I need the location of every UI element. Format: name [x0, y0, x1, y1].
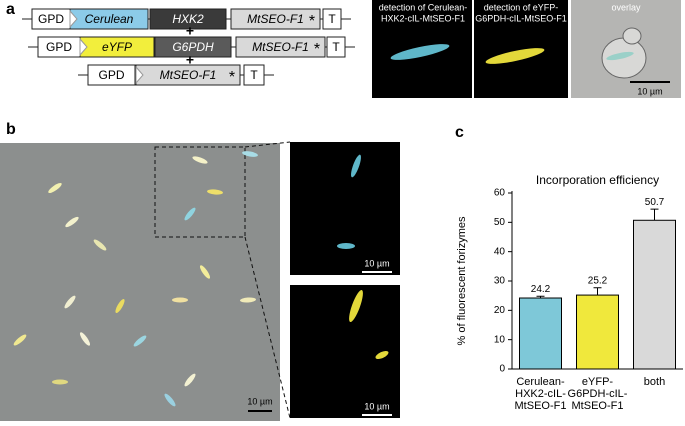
rod [240, 297, 256, 303]
construct-label: MtSEO-F1 [160, 68, 217, 82]
construct-label: Cerulean [85, 12, 134, 26]
construct-label: GPD [98, 68, 124, 82]
bar [576, 294, 619, 370]
construct-label: GPD [38, 12, 64, 26]
promoter-arrow [135, 65, 144, 85]
construct-label: MtSEO-F1 [247, 12, 304, 26]
construct-label: eYFP [102, 40, 132, 54]
value-label: 25.2 [588, 275, 608, 286]
rod [65, 216, 79, 228]
rod [351, 154, 361, 178]
rod [337, 243, 355, 249]
rod [13, 334, 27, 346]
rod [93, 239, 107, 251]
rod [184, 207, 196, 221]
panel-label: b [6, 121, 16, 138]
panel-label: c [455, 124, 464, 141]
scale-bar-label: 10 µm [637, 86, 662, 96]
rod [375, 350, 389, 360]
construct-label: T [328, 12, 336, 26]
zoom-line [244, 236, 291, 419]
star: * [314, 41, 320, 58]
rod [184, 373, 196, 387]
rod [199, 265, 211, 279]
construct-label: T [250, 68, 258, 82]
star: * [309, 13, 315, 30]
yeast-bud [622, 27, 642, 45]
zoom-line [244, 141, 291, 148]
micrograph-eyfp [474, 0, 568, 98]
rod [207, 189, 223, 195]
rod [172, 297, 188, 303]
construct-label: GPD [46, 40, 72, 54]
image-caption: detection of Cerulean- [379, 2, 468, 12]
rod [133, 335, 147, 347]
scale-bar-label: 10 µm [247, 396, 272, 406]
image-caption: detection of eYFP- [484, 2, 559, 12]
field-rods [13, 151, 258, 407]
construct-part [154, 36, 232, 58]
construct-part [87, 64, 136, 86]
y-tick-label: 40 [494, 246, 506, 257]
star: * [229, 69, 235, 86]
construct-label: MtSEO-F1 [252, 40, 309, 54]
promoter-arrow [79, 37, 88, 57]
rod [52, 379, 68, 385]
micrograph-field [0, 143, 280, 421]
bar [633, 219, 676, 370]
construct-part [230, 8, 321, 30]
plus-sign: + [186, 23, 194, 39]
x-tick-label: G6PDH-cIL- [568, 388, 628, 400]
zoom-box [154, 146, 246, 238]
x-tick-label: Cerulean- [516, 376, 565, 388]
rod [606, 51, 634, 61]
y-tick-label: 50 [494, 217, 506, 228]
rod [349, 289, 363, 323]
x-tick-label: MtSEO-F1 [515, 400, 567, 412]
zoom-eyfp [290, 285, 400, 418]
y-tick-label: 0 [499, 364, 505, 375]
x-tick-label: MtSEO-F1 [572, 400, 624, 412]
y-tick-label: 20 [494, 305, 506, 316]
construct-part [322, 8, 342, 30]
rod [390, 44, 450, 60]
x-tick-label: both [644, 376, 665, 388]
construct-part [235, 36, 326, 58]
x-tick-label: HXK2-cIL- [515, 388, 566, 400]
y-tick-label: 10 [494, 334, 506, 345]
image-caption: G6PDH-cIL-MtSEO-F1 [475, 13, 567, 23]
rod [79, 332, 91, 346]
y-tick-label: 60 [494, 188, 506, 199]
panel-label: a [6, 1, 15, 18]
construct-label: HXK2 [172, 12, 204, 26]
rod [115, 298, 125, 314]
scale-bar-label: 10 µm [364, 258, 389, 268]
rod [48, 182, 62, 194]
image-caption: overlay [611, 2, 641, 12]
y-tick-label: 30 [494, 276, 506, 287]
rod [64, 295, 76, 309]
scale-bar-label: 10 µm [364, 401, 389, 411]
value-label: 24.2 [531, 284, 551, 295]
rod [242, 151, 258, 157]
axes [511, 191, 683, 370]
rod [192, 156, 208, 164]
construct-label: G6PDH [172, 40, 214, 54]
construct-label: T [332, 40, 340, 54]
promoter-arrow [69, 9, 78, 29]
bar [519, 297, 562, 370]
y-axis-label: % of fluorescent forizymes [456, 216, 468, 345]
rod [485, 48, 545, 64]
rod [164, 393, 176, 407]
construct-part [243, 64, 265, 86]
zoom-cerulean [290, 142, 400, 275]
value-label: 50.7 [645, 197, 665, 208]
x-tick-label: eYFP- [582, 376, 614, 388]
construct-part [149, 8, 227, 30]
construct-part [326, 36, 346, 58]
plus-sign: + [186, 52, 194, 68]
image-caption: HXK2-cIL-MtSEO-F1 [381, 13, 465, 23]
chart-title: Incorporation efficiency [536, 173, 659, 187]
